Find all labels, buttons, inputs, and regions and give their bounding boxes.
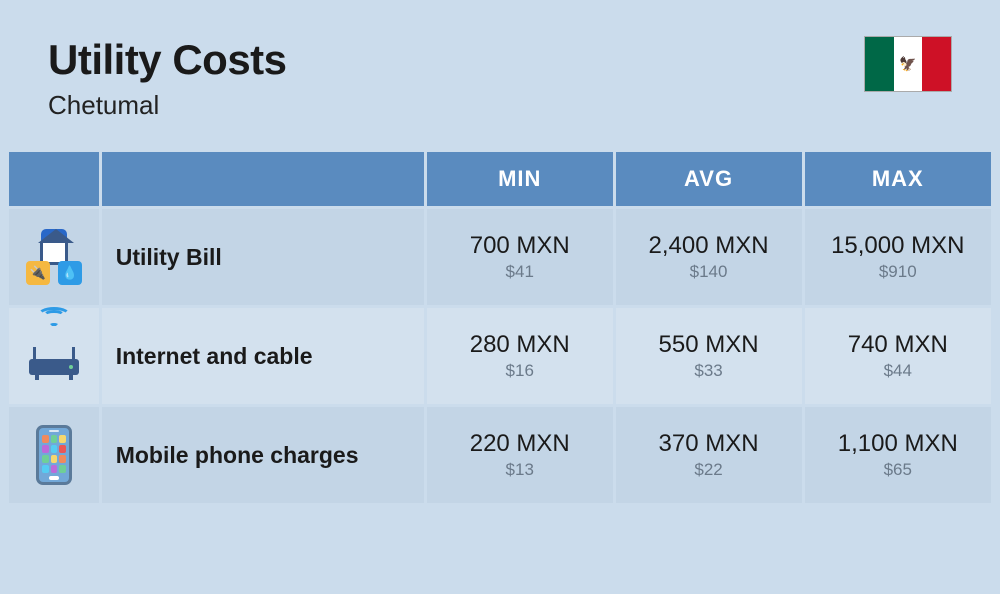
min-local: 220 MXN <box>435 430 605 458</box>
header: Utility Costs Chetumal 🦅 <box>0 0 1000 149</box>
cell-icon <box>9 407 99 503</box>
router-icon <box>21 326 87 386</box>
utility-costs-table: MIN AVG MAX ⚙ 🔌 💧 Utility Bill 700 MXN <box>0 149 1000 506</box>
page-subtitle: Chetumal <box>48 90 287 121</box>
smartphone-icon <box>21 425 87 485</box>
min-usd: $16 <box>435 361 605 381</box>
cell-icon: ⚙ 🔌 💧 <box>9 209 99 305</box>
max-local: 1,100 MXN <box>813 430 983 458</box>
max-local: 15,000 MXN <box>813 232 983 260</box>
table-header-blank-label <box>102 152 424 206</box>
cell-avg: 370 MXN $22 <box>616 407 802 503</box>
table-header-row: MIN AVG MAX <box>9 152 991 206</box>
row-label: Utility Bill <box>102 209 424 305</box>
min-local: 700 MXN <box>435 232 605 260</box>
cell-min: 700 MXN $41 <box>427 209 613 305</box>
cell-max: 1,100 MXN $65 <box>805 407 991 503</box>
avg-local: 2,400 MXN <box>624 232 794 260</box>
utility-bill-icon: ⚙ 🔌 💧 <box>21 227 87 287</box>
table-header-avg: AVG <box>616 152 802 206</box>
min-usd: $13 <box>435 460 605 480</box>
cell-max: 740 MXN $44 <box>805 308 991 404</box>
table-row: Mobile phone charges 220 MXN $13 370 MXN… <box>9 407 991 503</box>
title-block: Utility Costs Chetumal <box>48 36 287 121</box>
max-usd: $65 <box>813 460 983 480</box>
row-label: Internet and cable <box>102 308 424 404</box>
avg-usd: $22 <box>624 460 794 480</box>
max-usd: $44 <box>813 361 983 381</box>
cell-max: 15,000 MXN $910 <box>805 209 991 305</box>
table-header-max: MAX <box>805 152 991 206</box>
page-title: Utility Costs <box>48 36 287 84</box>
table-row: ⚙ 🔌 💧 Utility Bill 700 MXN $41 2,400 MXN… <box>9 209 991 305</box>
cell-icon <box>9 308 99 404</box>
min-local: 280 MXN <box>435 331 605 359</box>
row-label: Mobile phone charges <box>102 407 424 503</box>
table-row: Internet and cable 280 MXN $16 550 MXN $… <box>9 308 991 404</box>
avg-local: 550 MXN <box>624 331 794 359</box>
mexico-flag-icon: 🦅 <box>864 36 952 92</box>
cell-avg: 550 MXN $33 <box>616 308 802 404</box>
cell-min: 220 MXN $13 <box>427 407 613 503</box>
avg-usd: $33 <box>624 361 794 381</box>
max-local: 740 MXN <box>813 331 983 359</box>
avg-local: 370 MXN <box>624 430 794 458</box>
min-usd: $41 <box>435 262 605 282</box>
avg-usd: $140 <box>624 262 794 282</box>
table-header-min: MIN <box>427 152 613 206</box>
cell-min: 280 MXN $16 <box>427 308 613 404</box>
table-header-blank-icon <box>9 152 99 206</box>
cell-avg: 2,400 MXN $140 <box>616 209 802 305</box>
max-usd: $910 <box>813 262 983 282</box>
